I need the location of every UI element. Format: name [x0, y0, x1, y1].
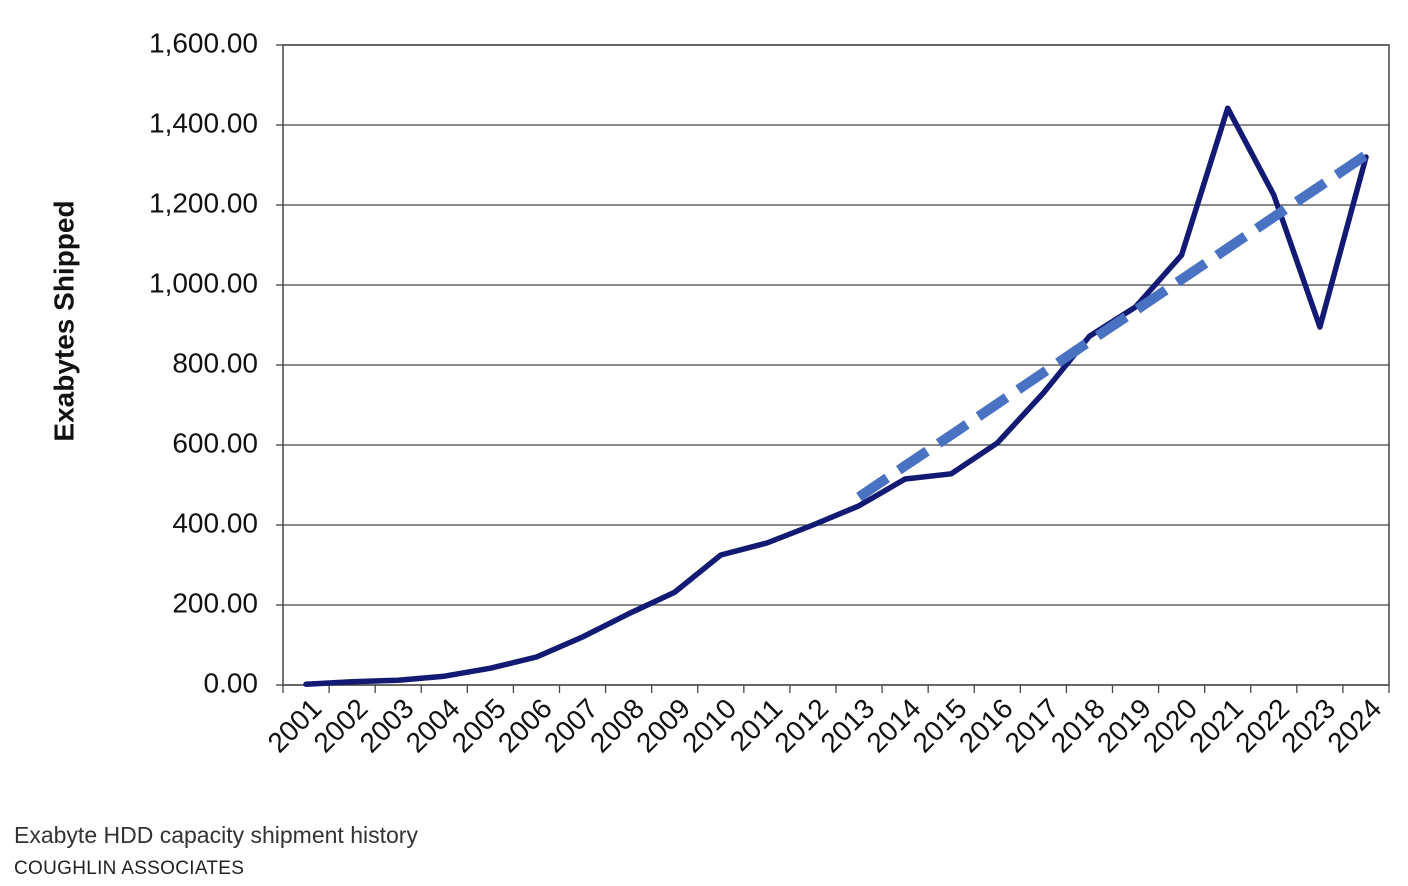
y-tick-label: 800.00: [172, 347, 258, 378]
y-tick-label: 1,600.00: [149, 27, 258, 58]
y-tick-label: 600.00: [172, 427, 258, 458]
trend-line: [856, 150, 1369, 502]
y-tick-label: 400.00: [172, 507, 258, 538]
y-tick-label: 1,200.00: [149, 187, 258, 218]
y-tick-label: 0.00: [204, 667, 259, 698]
chart: Exabytes Shipped 0.00 200.00 400.00 600.00 8…: [48, 27, 1390, 759]
x-tick-label: 2024: [1321, 693, 1387, 759]
y-tick-label: 1,000.00: [149, 267, 258, 298]
source: COUGHLIN ASSOCIATES: [14, 858, 245, 879]
caption: Exabyte HDD capacity shipment history: [14, 822, 418, 848]
y-tick-label: 200.00: [172, 587, 258, 618]
data-line: [303, 105, 1369, 687]
y-tick-label: 1,400.00: [149, 107, 258, 138]
y-axis-title: Exabytes Shipped: [48, 200, 79, 441]
